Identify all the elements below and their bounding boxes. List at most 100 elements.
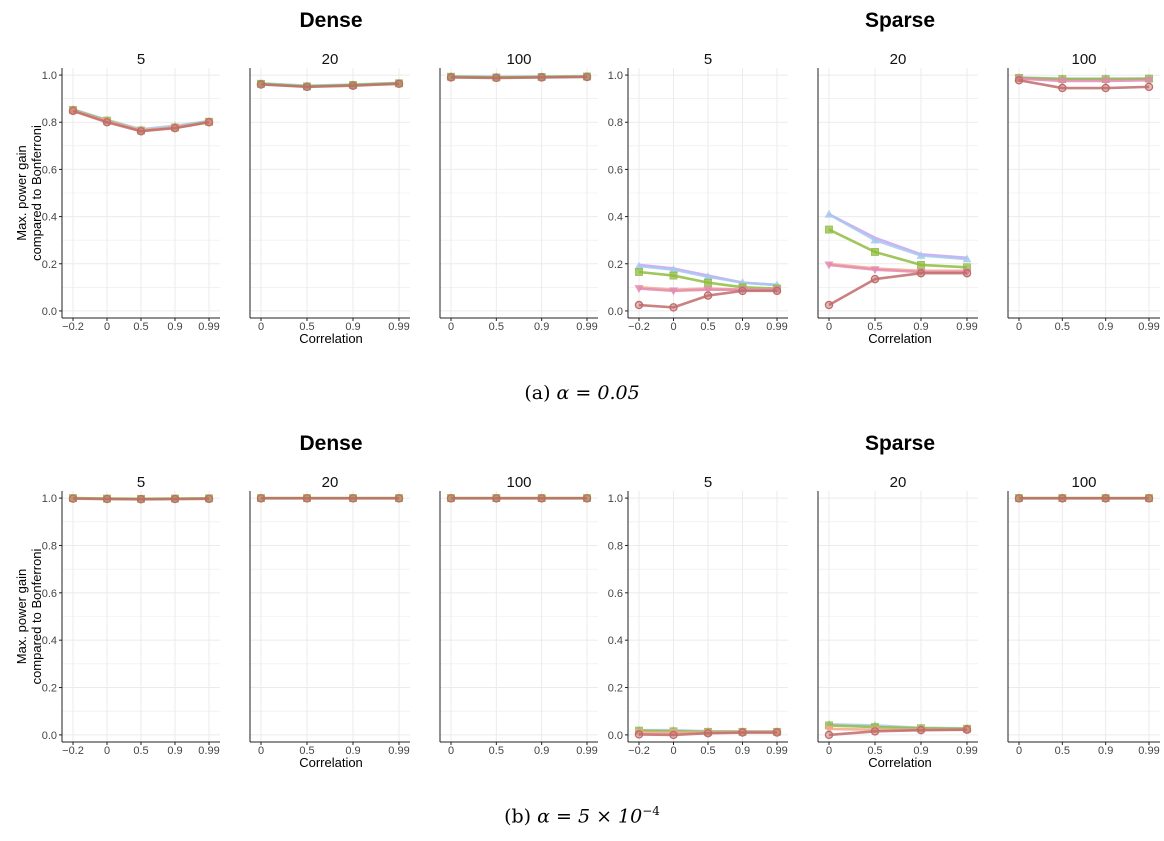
x-tick-label: 0.5 [1055, 745, 1070, 757]
caption-a: (a) α = 0.05 [0, 382, 1164, 404]
data-point [302, 82, 312, 92]
data-point [870, 235, 880, 244]
series-line [72, 497, 210, 501]
data-point [824, 261, 834, 270]
data-point [348, 81, 358, 90]
series-line [1018, 77, 1150, 83]
x-tick-label: 0.5 [489, 745, 504, 757]
facet-title: 5 [704, 51, 712, 68]
x-tick-label: 0 [448, 745, 454, 757]
data-point [102, 117, 112, 127]
data-point [1144, 494, 1154, 503]
x-tick-label: 0.9 [534, 745, 549, 757]
panel-b-sparse-100: 100 0 0.5 0.9 0.99 [1007, 474, 1160, 757]
y-tick-label: 0.6 [42, 164, 57, 176]
data-point [1014, 494, 1024, 503]
x-tick-label: 0.9 [913, 745, 928, 757]
panel-b-dense-100: 100 0 0.5 0.9 0.99 [439, 474, 598, 757]
series-line [638, 731, 777, 737]
data-point [1057, 77, 1067, 86]
data-point [634, 261, 644, 270]
series-line [828, 213, 968, 261]
y-axis-title-line: compared to Bonferroni [29, 125, 44, 261]
panel-a-sparse-100: 100 0 0.5 0.9 0.99 [1007, 51, 1160, 333]
y-tick-label: 0.2 [608, 683, 623, 695]
panel-a-dense-5: 5 0.0 0.2 0.4 0.6 0.8 1.0 −0.2 0 0.5 0.9 0.99 [42, 51, 220, 333]
data-point [136, 126, 146, 136]
panel-b-sparse-5: 5 0.0 0.2 0.4 0.6 0.8 1.0 −0.2 0 0.5 0.9 0.99 [608, 474, 788, 757]
data-point [824, 730, 834, 740]
data-point [302, 494, 312, 503]
data-point [492, 494, 501, 503]
data-point [68, 494, 78, 503]
data-point [68, 106, 78, 116]
data-point [772, 286, 782, 296]
data-point [916, 251, 926, 259]
y-tick-label: 0.8 [42, 540, 57, 552]
series-line [638, 289, 777, 309]
x-tick-label: 0.99 [388, 321, 409, 333]
data-point [870, 274, 880, 284]
y-axis-title-line: Max. power gain [14, 145, 29, 240]
x-tick-label: 0.5 [133, 745, 148, 757]
y-axis-title-line: Max. power gain [14, 569, 29, 664]
panel-b-dense-20: 20 0 0.5 0.9 0.99 [249, 474, 410, 757]
group-title-dense-a: Dense [299, 9, 362, 32]
panel-a-dense-20: 20 0 0.5 0.9 0.99 [249, 51, 410, 333]
x-tick-label: −0.2 [628, 321, 650, 333]
x-tick-label: 0.9 [167, 745, 182, 757]
data-point [669, 729, 678, 738]
y-axis-title-a: Max. power gaincompared to Bonferroni [14, 125, 44, 261]
x-tick-label: 0 [826, 745, 832, 757]
data-point [825, 225, 833, 234]
caption-b-expression: α = 5 × 10 [537, 805, 643, 828]
caption-b-superscript: −4 [642, 804, 660, 818]
x-tick-label: −0.2 [62, 321, 84, 333]
y-tick-label: 0.0 [608, 306, 623, 318]
y-tick-label: 0.0 [608, 730, 623, 742]
x-tick-label: 0.99 [198, 745, 219, 757]
data-point [1144, 82, 1154, 92]
x-axis-title-dense-b: Correlation [299, 755, 363, 770]
facet-title: 20 [322, 51, 339, 68]
data-point [1101, 77, 1111, 86]
series-line [828, 213, 968, 260]
data-point [256, 494, 266, 503]
x-tick-label: −0.2 [62, 745, 84, 757]
data-point [703, 286, 713, 295]
data-point [102, 494, 112, 504]
y-tick-label: 0.6 [42, 588, 57, 600]
x-tick-label: 0 [826, 321, 832, 333]
group-title-dense-b: Dense [299, 432, 362, 455]
x-tick-label: 0 [670, 745, 676, 757]
data-point [962, 268, 972, 278]
facet-title: 20 [890, 474, 907, 491]
data-point [348, 494, 358, 503]
y-tick-label: 0.4 [608, 635, 623, 647]
data-point [170, 494, 180, 504]
data-point [537, 73, 546, 82]
data-point [870, 266, 880, 275]
data-point [537, 494, 546, 503]
x-tick-label: 0.5 [700, 321, 715, 333]
data-point [1058, 494, 1067, 503]
x-tick-label: 0.5 [133, 321, 148, 333]
data-point [703, 728, 713, 738]
data-point [634, 300, 644, 310]
data-point [824, 725, 834, 734]
x-tick-label: 0.5 [700, 745, 715, 757]
data-point [582, 494, 592, 503]
data-point [962, 725, 972, 734]
x-tick-label: −0.2 [628, 745, 650, 757]
facet-title: 5 [137, 51, 145, 68]
x-tick-label: 0.99 [1138, 321, 1159, 333]
group-title-sparse-a: Sparse [865, 9, 935, 32]
data-point [492, 73, 501, 83]
x-tick-label: 0.99 [956, 321, 977, 333]
y-tick-label: 0.8 [42, 117, 57, 129]
x-tick-label: 0 [258, 745, 264, 757]
data-point [1144, 76, 1154, 85]
x-tick-label: 0 [104, 321, 110, 333]
y-tick-label: 0.0 [42, 730, 57, 742]
y-tick-label: 0.6 [608, 588, 623, 600]
